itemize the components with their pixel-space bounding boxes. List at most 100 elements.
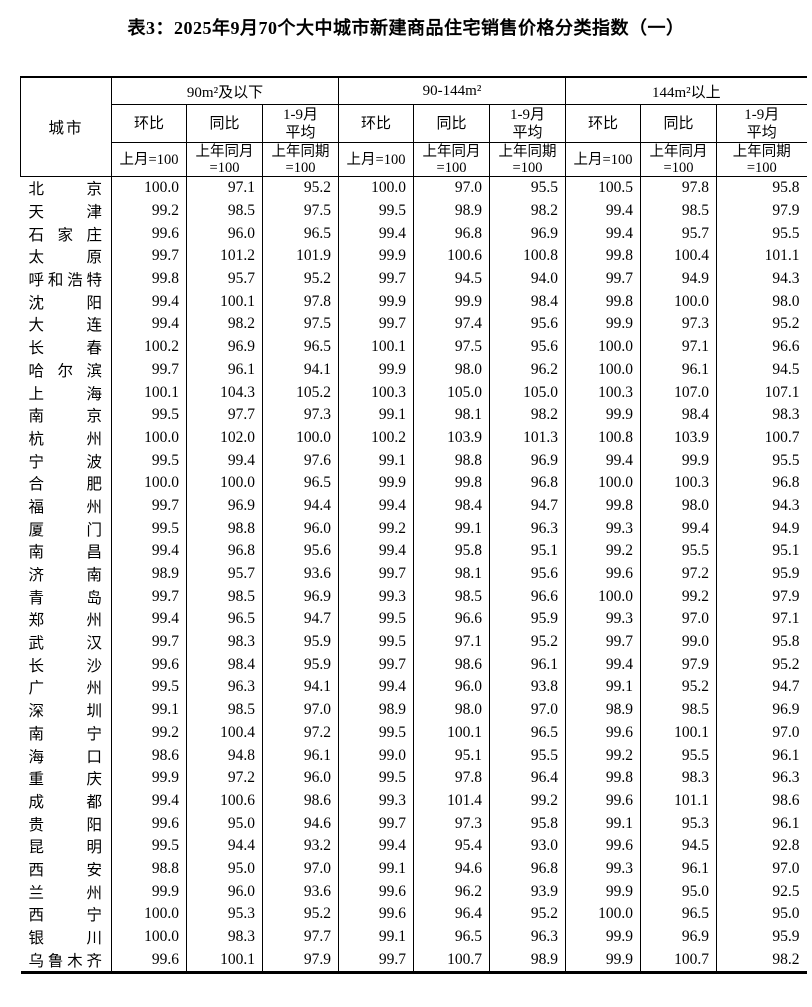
city-name: 兰州: [20, 880, 112, 903]
value-cell: 100.1: [338, 335, 414, 359]
value-cell: 97.2: [186, 766, 263, 790]
value-cell: 98.5: [640, 698, 717, 722]
table-body: 北京 100.0 97.1 95.2 100.0 97.0 95.5 100.5 97.8 95.…: [20, 176, 807, 973]
table-row: 银川 100.0 98.3 97.7 99.1 96.5 96.3 99.9 96.9 95.9: [20, 925, 807, 949]
city-name: 郑州: [20, 608, 112, 631]
table-row: 西安 98.8 95.0 97.0 99.1 94.6 96.8 99.3 96.1 97.0: [20, 857, 807, 881]
value-cell: 94.4: [261, 494, 339, 518]
value-cell: 99.8: [565, 290, 641, 314]
base-label: 上月=100: [338, 142, 414, 177]
value-cell: 95.0: [640, 880, 717, 903]
value-cell: 95.2: [716, 653, 807, 677]
value-cell: 99.6: [565, 789, 641, 813]
value-cell: 97.9: [716, 199, 807, 223]
value-cell: 97.0: [261, 857, 339, 881]
value-cell: 96.8: [413, 222, 490, 246]
value-cell: 100.6: [186, 789, 263, 813]
value-cell: 98.9: [111, 562, 187, 586]
table-row: 杭州 100.0 102.0 100.0 100.2 103.9 101.3 100.8 103…: [20, 426, 807, 450]
value-cell: 107.1: [716, 381, 807, 404]
value-cell: 95.5: [489, 744, 566, 767]
metric-label: 1-9月 平均: [489, 104, 566, 143]
value-cell: 95.8: [413, 540, 490, 563]
city-name: 西宁: [20, 903, 112, 926]
value-cell: 99.7: [338, 267, 414, 291]
value-cell: 98.4: [186, 653, 263, 677]
value-cell: 103.9: [640, 426, 717, 450]
value-cell: 101.3: [489, 426, 566, 450]
value-cell: 100.7: [413, 948, 490, 973]
value-cell: 98.4: [413, 494, 490, 518]
base-label: 上月=100: [111, 142, 187, 177]
value-cell: 98.0: [413, 698, 490, 722]
value-cell: 99.7: [565, 630, 641, 654]
value-cell: 100.0: [338, 176, 414, 200]
value-cell: 96.6: [489, 585, 566, 609]
value-cell: 97.1: [716, 608, 807, 631]
table-row: 长沙 99.6 98.4 95.9 99.7 98.6 96.1 99.4 97.9 95.2: [20, 653, 807, 677]
table-row: 宁波 99.5 99.4 97.6 99.1 98.8 96.9 99.4 99.9 95.5: [20, 449, 807, 472]
value-cell: 99.4: [565, 449, 641, 472]
value-cell: 97.8: [640, 176, 717, 200]
value-cell: 100.3: [640, 471, 717, 495]
value-cell: 99.5: [338, 630, 414, 654]
value-cell: 96.0: [261, 766, 339, 790]
group-header-144-above: 144m²以上: [565, 77, 807, 105]
value-cell: 95.3: [186, 903, 263, 926]
value-cell: 98.0: [413, 358, 490, 382]
value-cell: 105.0: [489, 381, 566, 404]
value-cell: 99.9: [413, 290, 490, 314]
value-cell: 100.2: [338, 426, 414, 450]
value-cell: 98.5: [640, 199, 717, 223]
value-cell: 99.4: [338, 676, 414, 699]
value-cell: 99.5: [338, 721, 414, 745]
value-cell: 94.7: [489, 494, 566, 518]
city-name: 海口: [20, 744, 112, 767]
value-cell: 99.8: [413, 471, 490, 495]
city-name: 济南: [20, 562, 112, 586]
city-name: 哈尔滨: [20, 358, 112, 382]
table-row: 西宁 100.0 95.3 95.2 99.6 96.4 95.2 100.0 96.5 95.0: [20, 903, 807, 926]
value-cell: 99.5: [111, 403, 187, 427]
metric-header-row: 环比 同比 1-9月 平均 环比 同比 1-9月 平均 环比 同比 1-9月 平…: [21, 104, 807, 143]
value-cell: 97.0: [640, 608, 717, 631]
value-cell: 95.7: [186, 267, 263, 291]
table-row: 南宁 99.2 100.4 97.2 99.5 100.1 96.5 99.6 100.1 97.…: [20, 721, 807, 745]
table-row: 厦门 99.5 98.8 96.0 99.2 99.1 96.3 99.3 99.4 94.9: [20, 517, 807, 540]
value-cell: 95.0: [186, 857, 263, 881]
table-row: 太原 99.7 101.2 101.9 99.9 100.6 100.8 99.8 100.4 1…: [20, 245, 807, 268]
value-cell: 93.9: [489, 880, 566, 903]
value-cell: 93.8: [489, 676, 566, 699]
value-cell: 99.1: [413, 517, 490, 540]
value-cell: 99.9: [565, 948, 641, 973]
value-cell: 97.5: [413, 335, 490, 359]
value-cell: 99.2: [565, 540, 641, 563]
city-name: 厦门: [20, 517, 112, 540]
value-cell: 99.3: [565, 857, 641, 881]
value-cell: 95.7: [186, 562, 263, 586]
value-cell: 101.1: [640, 789, 717, 813]
value-cell: 99.1: [338, 449, 414, 472]
value-cell: 99.8: [565, 245, 641, 268]
city-name: 长春: [20, 335, 112, 359]
value-cell: 99.5: [111, 834, 187, 858]
city-name: 银川: [20, 925, 112, 949]
value-cell: 96.3: [489, 517, 566, 540]
table-row: 呼和浩特 99.8 95.7 95.2 99.7 94.5 94.0 99.7 94.9 94.3: [20, 267, 807, 291]
value-cell: 99.8: [111, 267, 187, 291]
value-cell: 97.2: [640, 562, 717, 586]
city-name: 沈阳: [20, 290, 112, 314]
value-cell: 96.2: [489, 358, 566, 382]
city-name: 石家庄: [20, 222, 112, 246]
value-cell: 98.1: [413, 403, 490, 427]
table-row: 大连 99.4 98.2 97.5 99.7 97.4 95.6 99.9 97.3 95.2: [20, 313, 807, 336]
value-cell: 97.6: [261, 449, 339, 472]
value-cell: 98.3: [186, 925, 263, 949]
city-name: 深圳: [20, 698, 112, 722]
value-cell: 96.9: [186, 335, 263, 359]
value-cell: 96.6: [413, 608, 490, 631]
value-cell: 94.5: [716, 358, 807, 382]
table-row: 福州 99.7 96.9 94.4 99.4 98.4 94.7 99.8 98.0 94.3: [20, 494, 807, 518]
value-cell: 96.5: [489, 721, 566, 745]
value-cell: 98.6: [111, 744, 187, 767]
